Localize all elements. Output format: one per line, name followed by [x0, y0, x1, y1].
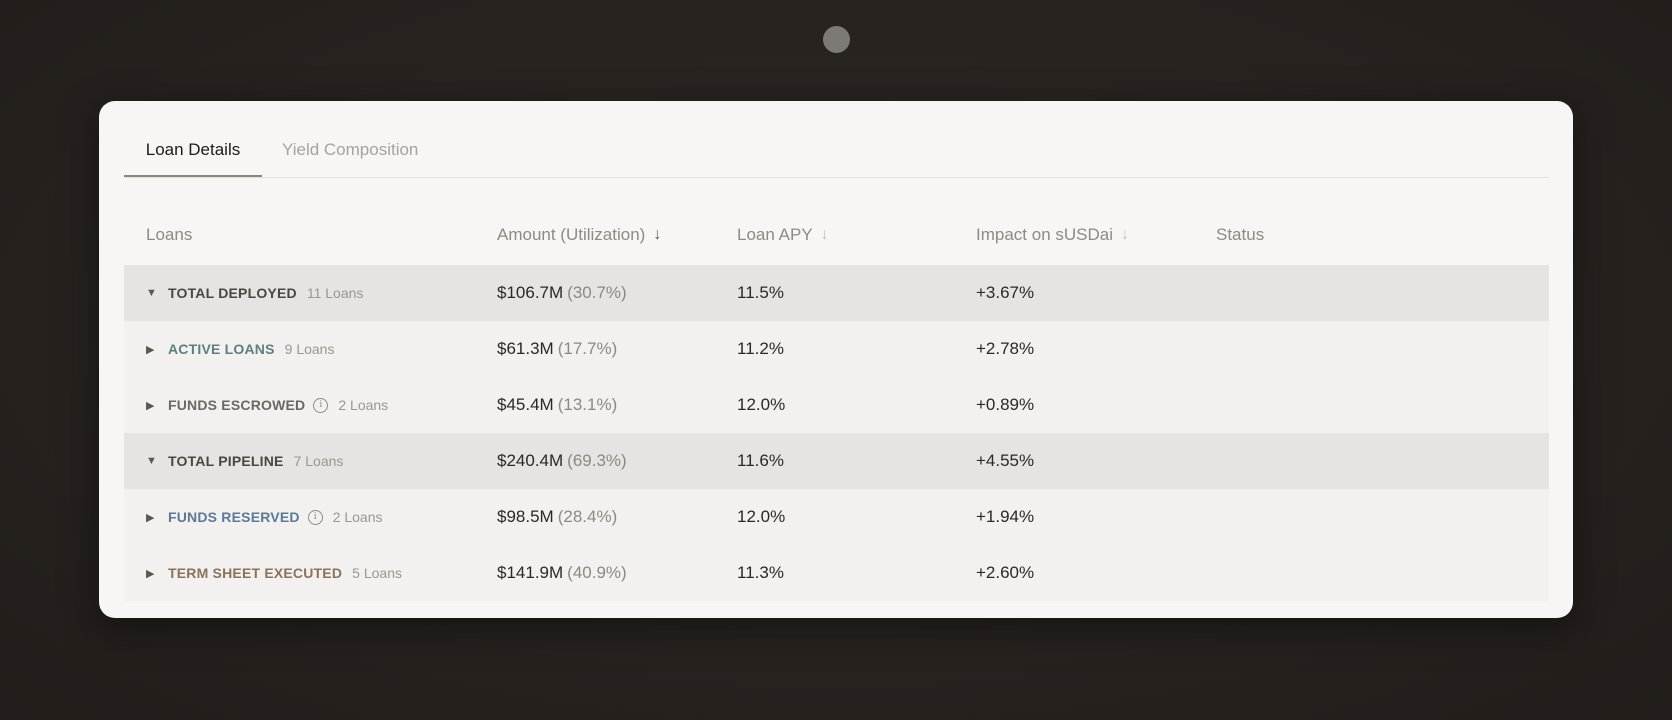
caret-down-icon[interactable]: ▼ [146, 455, 157, 467]
amount-cell: $45.4M (13.1%) [497, 377, 617, 433]
table-row-total-pipeline[interactable]: ▼ TOTAL PIPELINE 7 Loans $240.4M (69.3%)… [124, 433, 1549, 489]
impact-cell: +2.78% [976, 321, 1034, 377]
impact-cell: +3.67% [976, 265, 1034, 321]
amount-cell: $141.9M (40.9%) [497, 545, 627, 601]
loan-count: 11 Loans [306, 285, 364, 301]
caret-right-icon[interactable]: ▶ [146, 399, 155, 412]
apy-value: 12.0% [737, 507, 786, 526]
loan-count: 2 Loans [332, 509, 383, 525]
apy-cell: 12.0% [737, 489, 785, 545]
apy-cell: 11.5% [737, 265, 784, 321]
loan-count: 9 Loans [284, 341, 335, 357]
loan-name-cell: ▶ FUNDS ESCROWED i 2 Loans [146, 377, 388, 433]
table-header: Loans Amount (Utilization) ↓ Loan APY ↓ … [124, 211, 1549, 265]
amount-cell: $61.3M (17.7%) [497, 321, 617, 377]
table-row-total-deployed[interactable]: ▼ TOTAL DEPLOYED 11 Loans $106.7M (30.7%… [124, 265, 1549, 321]
loan-group-label: ACTIVE LOANS [168, 341, 275, 357]
loan-count: 7 Loans [293, 453, 344, 469]
utilization-value: (13.1%) [557, 395, 618, 414]
amount-value: $106.7M [497, 283, 564, 302]
caret-right-icon[interactable]: ▶ [146, 343, 155, 356]
apy-cell: 11.2% [737, 321, 784, 377]
loan-group-label: TERM SHEET EXECUTED [168, 565, 343, 581]
impact-cell: +1.94% [976, 489, 1034, 545]
tab-bar: Loan Details Yield Composition [124, 101, 1549, 178]
impact-value: +2.60% [976, 563, 1035, 582]
loan-count: 5 Loans [352, 565, 402, 581]
apy-value: 11.6% [737, 451, 784, 470]
amount-value: $240.4M [497, 451, 564, 470]
loan-name-cell: ▶ TERM SHEET EXECUTED 5 Loans [146, 545, 402, 601]
caret-down-icon[interactable]: ▼ [146, 287, 157, 299]
loan-name-cell: ▶ FUNDS RESERVED i 2 Loans [146, 489, 383, 545]
column-header-amount[interactable]: Amount (Utilization) ↓ [497, 225, 662, 244]
loan-count: 2 Loans [338, 397, 389, 413]
apy-value: 11.2% [737, 339, 784, 358]
tab-yield-composition[interactable]: Yield Composition [282, 140, 419, 159]
amount-value: $98.5M [497, 507, 554, 526]
apy-value: 12.0% [737, 395, 786, 414]
column-header-impact[interactable]: Impact on sUSDai ↓ [976, 225, 1129, 244]
table-row-funds-reserved[interactable]: ▶ FUNDS RESERVED i 2 Loans $98.5M (28.4%… [124, 489, 1549, 545]
loan-panel: Loan Details Yield Composition Loans Amo… [99, 101, 1573, 618]
camera-dot [823, 26, 850, 53]
impact-value: +4.55% [976, 451, 1035, 470]
impact-cell: +4.55% [976, 433, 1034, 489]
caret-right-icon[interactable]: ▶ [146, 511, 155, 524]
column-header-status: Status [1216, 225, 1265, 244]
apy-value: 11.3% [737, 563, 784, 582]
amount-cell: $106.7M (30.7%) [497, 265, 627, 321]
table-row-active-loans[interactable]: ▶ ACTIVE LOANS 9 Loans $61.3M (17.7%) 11… [124, 321, 1549, 377]
apy-value: 11.5% [737, 283, 784, 302]
apy-cell: 11.6% [737, 433, 784, 489]
loan-group-label: FUNDS RESERVED [168, 509, 300, 525]
utilization-value: (17.7%) [557, 339, 618, 358]
loan-group-label: TOTAL PIPELINE [168, 453, 284, 469]
column-header-apy[interactable]: Loan APY ↓ [737, 225, 829, 244]
amount-value: $45.4M [497, 395, 554, 414]
apy-cell: 11.3% [737, 545, 784, 601]
impact-value: +3.67% [976, 283, 1035, 302]
amount-cell: $240.4M (69.3%) [497, 433, 627, 489]
table-row-term-sheet-executed[interactable]: ▶ TERM SHEET EXECUTED 5 Loans $141.9M (4… [124, 545, 1549, 601]
amount-value: $141.9M [497, 563, 564, 582]
apy-cell: 12.0% [737, 377, 785, 433]
tab-loan-details[interactable]: Loan Details [124, 140, 262, 177]
table-row-funds-escrowed[interactable]: ▶ FUNDS ESCROWED i 2 Loans $45.4M (13.1%… [124, 377, 1549, 433]
loan-name-cell: ▼ TOTAL PIPELINE 7 Loans [146, 433, 343, 489]
caret-right-icon[interactable]: ▶ [146, 567, 155, 580]
loan-group-label: TOTAL DEPLOYED [168, 285, 297, 301]
arrow-down-icon[interactable]: ↓ [1121, 226, 1129, 243]
amount-value: $61.3M [497, 339, 554, 358]
impact-value: +1.94% [976, 507, 1035, 526]
loan-name-cell: ▼ TOTAL DEPLOYED 11 Loans [146, 265, 363, 321]
loans-table: Loans Amount (Utilization) ↓ Loan APY ↓ … [124, 211, 1549, 601]
utilization-value: (40.9%) [567, 563, 627, 582]
arrow-down-icon[interactable]: ↓ [820, 226, 829, 243]
column-header-loans: Loans [146, 225, 193, 244]
amount-cell: $98.5M (28.4%) [497, 489, 617, 545]
info-icon[interactable]: i [307, 509, 323, 525]
impact-value: +0.89% [976, 395, 1035, 414]
utilization-value: (69.3%) [567, 451, 627, 470]
impact-cell: +0.89% [976, 377, 1034, 433]
loan-name-cell: ▶ ACTIVE LOANS 9 Loans [146, 321, 334, 377]
loan-group-label: FUNDS ESCROWED [168, 397, 306, 413]
impact-value: +2.78% [976, 339, 1035, 358]
arrow-down-icon[interactable]: ↓ [653, 226, 662, 243]
impact-cell: +2.60% [976, 545, 1034, 601]
utilization-value: (28.4%) [557, 507, 618, 526]
info-icon[interactable]: i [313, 397, 329, 413]
utilization-value: (30.7%) [567, 283, 627, 302]
